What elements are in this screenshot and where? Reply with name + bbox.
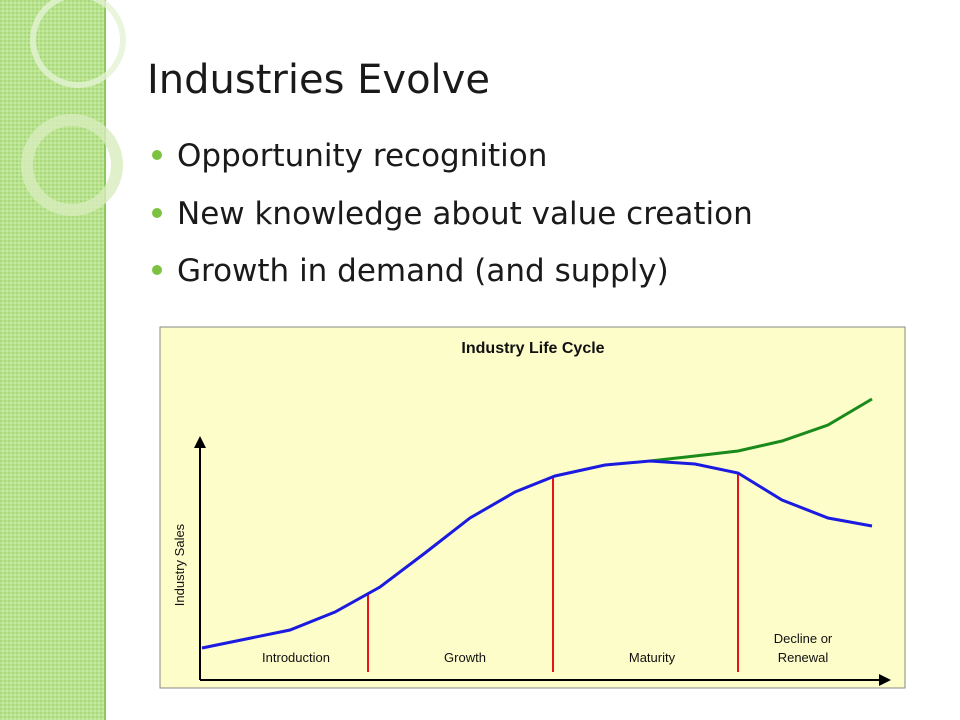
stage-label: Renewal [778,650,829,665]
bullet: Growth in demand (and supply) [177,253,669,289]
axis-arrow [879,674,891,686]
side-strip [0,0,105,720]
stage-label: Decline or [774,631,833,646]
slide-title: Industries Evolve [147,57,490,103]
sales-curve [201,459,873,650]
stage-label: Growth [444,650,486,665]
figure-frame [159,326,906,689]
bullet-dot [152,208,162,218]
bullet-list: Opportunity recognition New knowledge ab… [152,138,753,289]
bullet-dot [152,150,162,160]
decor-ring [21,114,123,216]
y-axis-label: Industry Sales [172,523,187,606]
stage-label: Introduction [262,650,330,665]
axis-arrow [194,436,206,448]
figure-title: Industry Life Cycle [461,340,604,357]
decor-ring [30,0,126,88]
bullet: New knowledge about value creation [177,196,753,232]
stage-label: Maturity [629,650,676,665]
life-cycle-figure: Industry Life Cycle Industry Sales Intro… [159,326,906,689]
bullet: Opportunity recognition [177,138,547,174]
renewal-curve [649,397,873,463]
bullet-dot [152,265,162,275]
